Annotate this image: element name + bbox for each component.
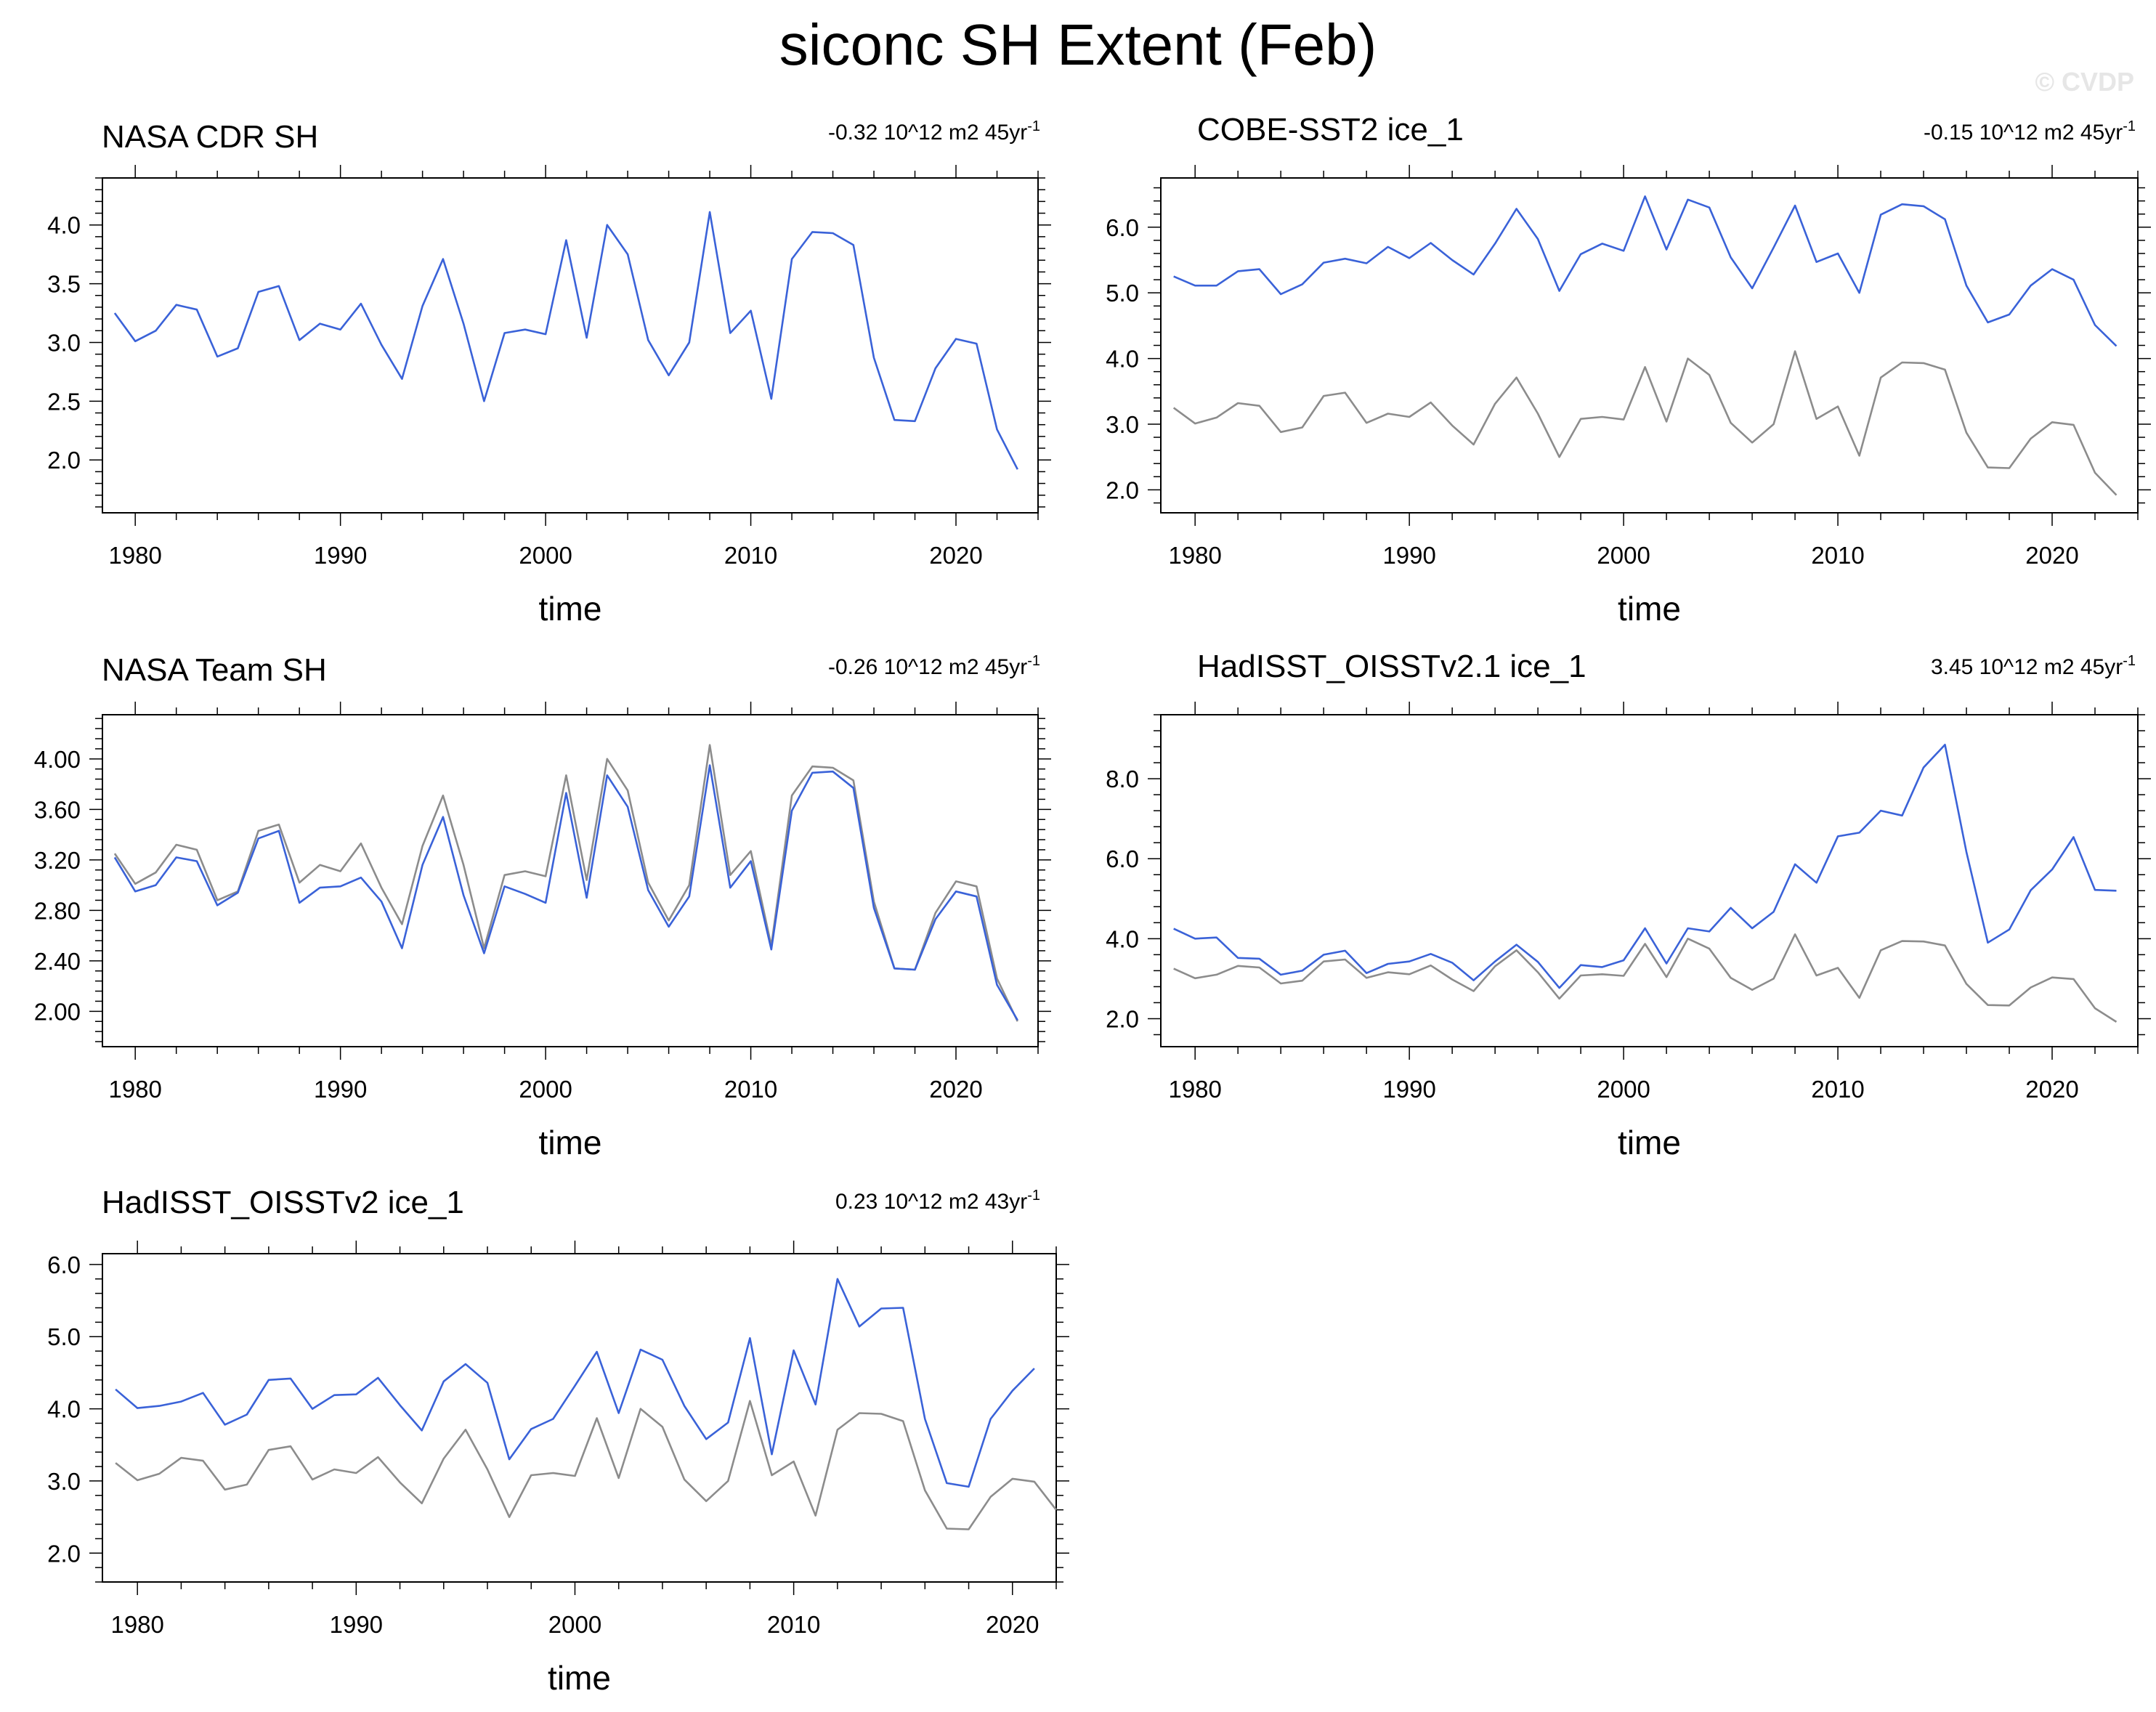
x-tick-label: 2000	[519, 542, 572, 569]
x-tick-label: 2000	[1597, 1076, 1650, 1103]
trend-value: -0.15 10^12 m2 45yr	[1924, 121, 2123, 145]
panel-title: NASA Team SH	[102, 652, 327, 688]
x-tick-label: 2010	[767, 1611, 820, 1638]
plot-frame	[1160, 177, 2139, 514]
series-line-observations	[1173, 933, 2118, 1023]
y-tick-label: 6.0	[1106, 214, 1139, 241]
x-tick-label: 2020	[2025, 542, 2078, 569]
series-line-model	[1173, 744, 2117, 989]
y-tick-label: 8.0	[1106, 766, 1139, 792]
y-tick-label: 4.0	[1106, 346, 1139, 373]
y-tick-label: 2.00	[34, 998, 81, 1025]
series-line-observations	[113, 744, 1018, 1022]
plot-frame	[102, 177, 1039, 514]
x-tick-label: 1980	[110, 1611, 163, 1638]
x-axis-label: time	[1618, 1124, 1681, 1161]
x-tick-label: 2010	[724, 1076, 777, 1103]
series-line-observations	[1172, 350, 2118, 496]
y-tick-label: 2.0	[1106, 1005, 1139, 1032]
x-tick-label: 1990	[330, 1611, 383, 1638]
plot-frame	[102, 1253, 1057, 1583]
plot-frame	[1160, 714, 2139, 1047]
x-tick-label: 2000	[519, 1076, 572, 1103]
series-line-model	[113, 764, 1018, 1021]
x-axis-label: time	[539, 1124, 602, 1161]
y-tick-label: 2.0	[47, 1540, 81, 1567]
y-tick-label: 5.0	[47, 1323, 81, 1350]
y-tick-label: 2.5	[47, 388, 81, 415]
series-line-model	[113, 211, 1018, 470]
x-tick-label: 1980	[1168, 542, 1221, 569]
series-line-observations	[115, 1400, 1058, 1530]
y-tick-label: 4.0	[47, 1396, 81, 1423]
y-tick-label: 2.40	[34, 948, 81, 975]
trend-annotation: -0.32 10^12 m2 45yr-1	[828, 118, 1040, 145]
panel-title: HadISST_OISSTv2 ice_1	[102, 1185, 464, 1220]
chart-panel: HadISST_OISSTv2 ice_1 0.23 10^12 m2 43yr-…	[47, 1185, 1069, 1697]
figure-title: siconc SH Extent (Feb)	[779, 12, 1377, 77]
x-tick-label: 2010	[1811, 1076, 1864, 1103]
y-tick-label: 2.0	[1106, 476, 1139, 503]
chart-panel: NASA CDR SH -0.32 10^12 m2 45yr-1 1980 1990…	[47, 118, 1051, 628]
watermark: © CVDP	[2035, 67, 2134, 97]
x-tick-label: 1990	[1382, 1076, 1435, 1103]
y-tick-label: 4.00	[34, 746, 81, 773]
series-line-model	[1173, 195, 2118, 347]
trend-value: -0.32 10^12 m2 45yr	[828, 121, 1027, 145]
trend-exponent: -1	[2123, 653, 2136, 669]
y-tick-label: 3.5	[47, 271, 81, 298]
trend-value: 0.23 10^12 m2 43yr	[835, 1190, 1027, 1214]
y-tick-label: 2.80	[34, 897, 81, 924]
x-tick-label: 1980	[108, 542, 161, 569]
trend-annotation: -0.15 10^12 m2 45yr-1	[1924, 118, 2136, 145]
y-tick-label: 5.0	[1106, 280, 1139, 307]
x-tick-label: 2000	[548, 1611, 601, 1638]
chart-panel: COBE-SST2 ice_1 -0.15 10^12 m2 45yr-1 1980…	[1106, 112, 2151, 628]
y-tick-label: 4.0	[47, 212, 81, 239]
x-tick-label: 1990	[314, 1076, 367, 1103]
trend-annotation: 3.45 10^12 m2 45yr-1	[1931, 653, 2136, 679]
x-tick-label: 2010	[1811, 542, 1864, 569]
trend-exponent: -1	[1027, 118, 1040, 134]
panel-title: COBE-SST2 ice_1	[1197, 112, 1464, 147]
y-tick-label: 3.0	[47, 329, 81, 356]
chart-panel: HadISST_OISSTv2.1 ice_1 3.45 10^12 m2 45y…	[1106, 649, 2151, 1161]
trend-exponent: -1	[2123, 118, 2136, 134]
x-tick-label: 1990	[1382, 542, 1435, 569]
plot-frame	[102, 714, 1039, 1047]
y-tick-label: 3.60	[34, 796, 81, 823]
y-tick-label: 3.20	[34, 847, 81, 874]
y-tick-label: 2.0	[47, 447, 81, 474]
x-tick-label: 1990	[314, 542, 367, 569]
trend-annotation: -0.26 10^12 m2 45yr-1	[828, 653, 1040, 679]
x-axis-label: time	[1618, 590, 1681, 628]
y-tick-label: 6.0	[1106, 845, 1139, 872]
x-tick-label: 2000	[1597, 542, 1650, 569]
panel-title: NASA CDR SH	[102, 119, 318, 155]
x-tick-label: 2020	[929, 542, 982, 569]
trend-value: -0.26 10^12 m2 45yr	[828, 655, 1027, 679]
chart-panel: NASA Team SH -0.26 10^12 m2 45yr-1 1980 199…	[34, 652, 1051, 1161]
y-tick-label: 6.0	[47, 1251, 81, 1278]
x-tick-label: 2020	[2025, 1076, 2078, 1103]
trend-exponent: -1	[1027, 1188, 1040, 1204]
x-tick-label: 2020	[929, 1076, 982, 1103]
x-tick-label: 2020	[986, 1611, 1039, 1638]
trend-value: 3.45 10^12 m2 45yr	[1931, 655, 2123, 679]
series-line-model	[115, 1278, 1035, 1488]
trend-annotation: 0.23 10^12 m2 43yr-1	[835, 1188, 1040, 1214]
x-tick-label: 2010	[724, 542, 777, 569]
y-tick-label: 3.0	[47, 1468, 81, 1495]
x-axis-label: time	[539, 590, 602, 628]
panel-title: HadISST_OISSTv2.1 ice_1	[1197, 649, 1586, 684]
trend-exponent: -1	[1027, 653, 1040, 669]
y-tick-label: 4.0	[1106, 925, 1139, 952]
x-axis-label: time	[548, 1659, 611, 1697]
x-tick-label: 1980	[1168, 1076, 1221, 1103]
x-tick-label: 1980	[108, 1076, 161, 1103]
y-tick-label: 3.0	[1106, 411, 1139, 438]
